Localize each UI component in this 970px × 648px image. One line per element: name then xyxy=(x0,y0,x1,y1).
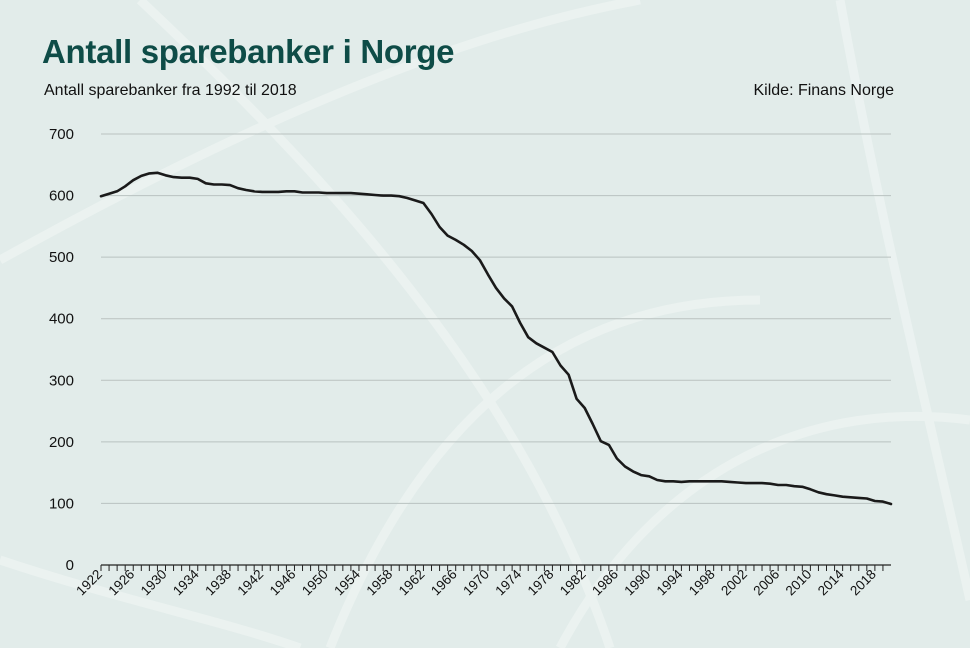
decor-curve xyxy=(0,555,302,648)
x-tick-label: 1986 xyxy=(589,567,621,599)
x-tick-label: 1978 xyxy=(525,567,557,599)
decor-curve xyxy=(325,295,761,648)
x-tick-label: 1950 xyxy=(299,567,331,599)
x-tick-label: 2002 xyxy=(718,567,750,599)
x-tick-label: 1982 xyxy=(557,567,589,599)
source-label: Kilde: Finans Norge xyxy=(753,82,894,99)
decor-curve xyxy=(136,0,615,648)
x-axis xyxy=(100,564,891,571)
x-tick-label: 1938 xyxy=(202,567,234,599)
decor-curve xyxy=(0,0,641,264)
x-tick-label: 1926 xyxy=(106,567,138,599)
x-tick-label: 2010 xyxy=(783,567,815,599)
y-tick-label: 100 xyxy=(49,495,74,512)
x-tick-label: 1930 xyxy=(138,567,170,599)
x-tick-label: 1994 xyxy=(654,566,686,598)
decor-curve xyxy=(835,0,970,601)
x-tick-label: 1922 xyxy=(73,567,105,599)
y-tick-label: 300 xyxy=(49,372,74,389)
grid-lines xyxy=(101,133,891,504)
series-line xyxy=(99,171,893,506)
chart-subtitle: Antall sparebanker fra 1992 til 2018 xyxy=(44,82,297,99)
x-tick-label: 1934 xyxy=(170,566,202,598)
x-tick-label: 2014 xyxy=(815,566,847,598)
y-tick-label: 600 xyxy=(49,188,74,205)
x-tick-label: 2006 xyxy=(750,567,782,599)
y-tick-label: 0 xyxy=(66,557,74,574)
x-axis-ticks: 1922 1926 1930 1934 1938 1942 1946 1950 1954 1958… xyxy=(73,566,879,598)
x-tick-label: 1970 xyxy=(460,567,492,599)
x-tick-label: 1958 xyxy=(363,567,395,599)
x-tick-label: 1962 xyxy=(396,567,428,599)
y-tick-label: 400 xyxy=(49,311,74,328)
decor-curve xyxy=(556,411,970,648)
x-tick-label: 1974 xyxy=(492,566,524,598)
y-tick-label: 700 xyxy=(49,126,74,143)
x-tick-label: 1946 xyxy=(267,567,299,599)
x-tick-label: 1966 xyxy=(428,567,460,599)
y-tick-label: 200 xyxy=(49,434,74,451)
x-tick-label: 2018 xyxy=(847,567,879,599)
x-tick-label: 1942 xyxy=(234,567,266,599)
y-axis-ticks: 0 100 200 300 400 500 600 700 xyxy=(49,126,74,574)
x-tick-label: 1990 xyxy=(621,567,653,599)
x-tick-label: 1954 xyxy=(331,566,363,598)
y-tick-label: 500 xyxy=(49,249,74,266)
series-group xyxy=(99,171,893,506)
x-tick-label: 1998 xyxy=(686,567,718,599)
page-title: Antall sparebanker i Norge xyxy=(42,33,455,70)
